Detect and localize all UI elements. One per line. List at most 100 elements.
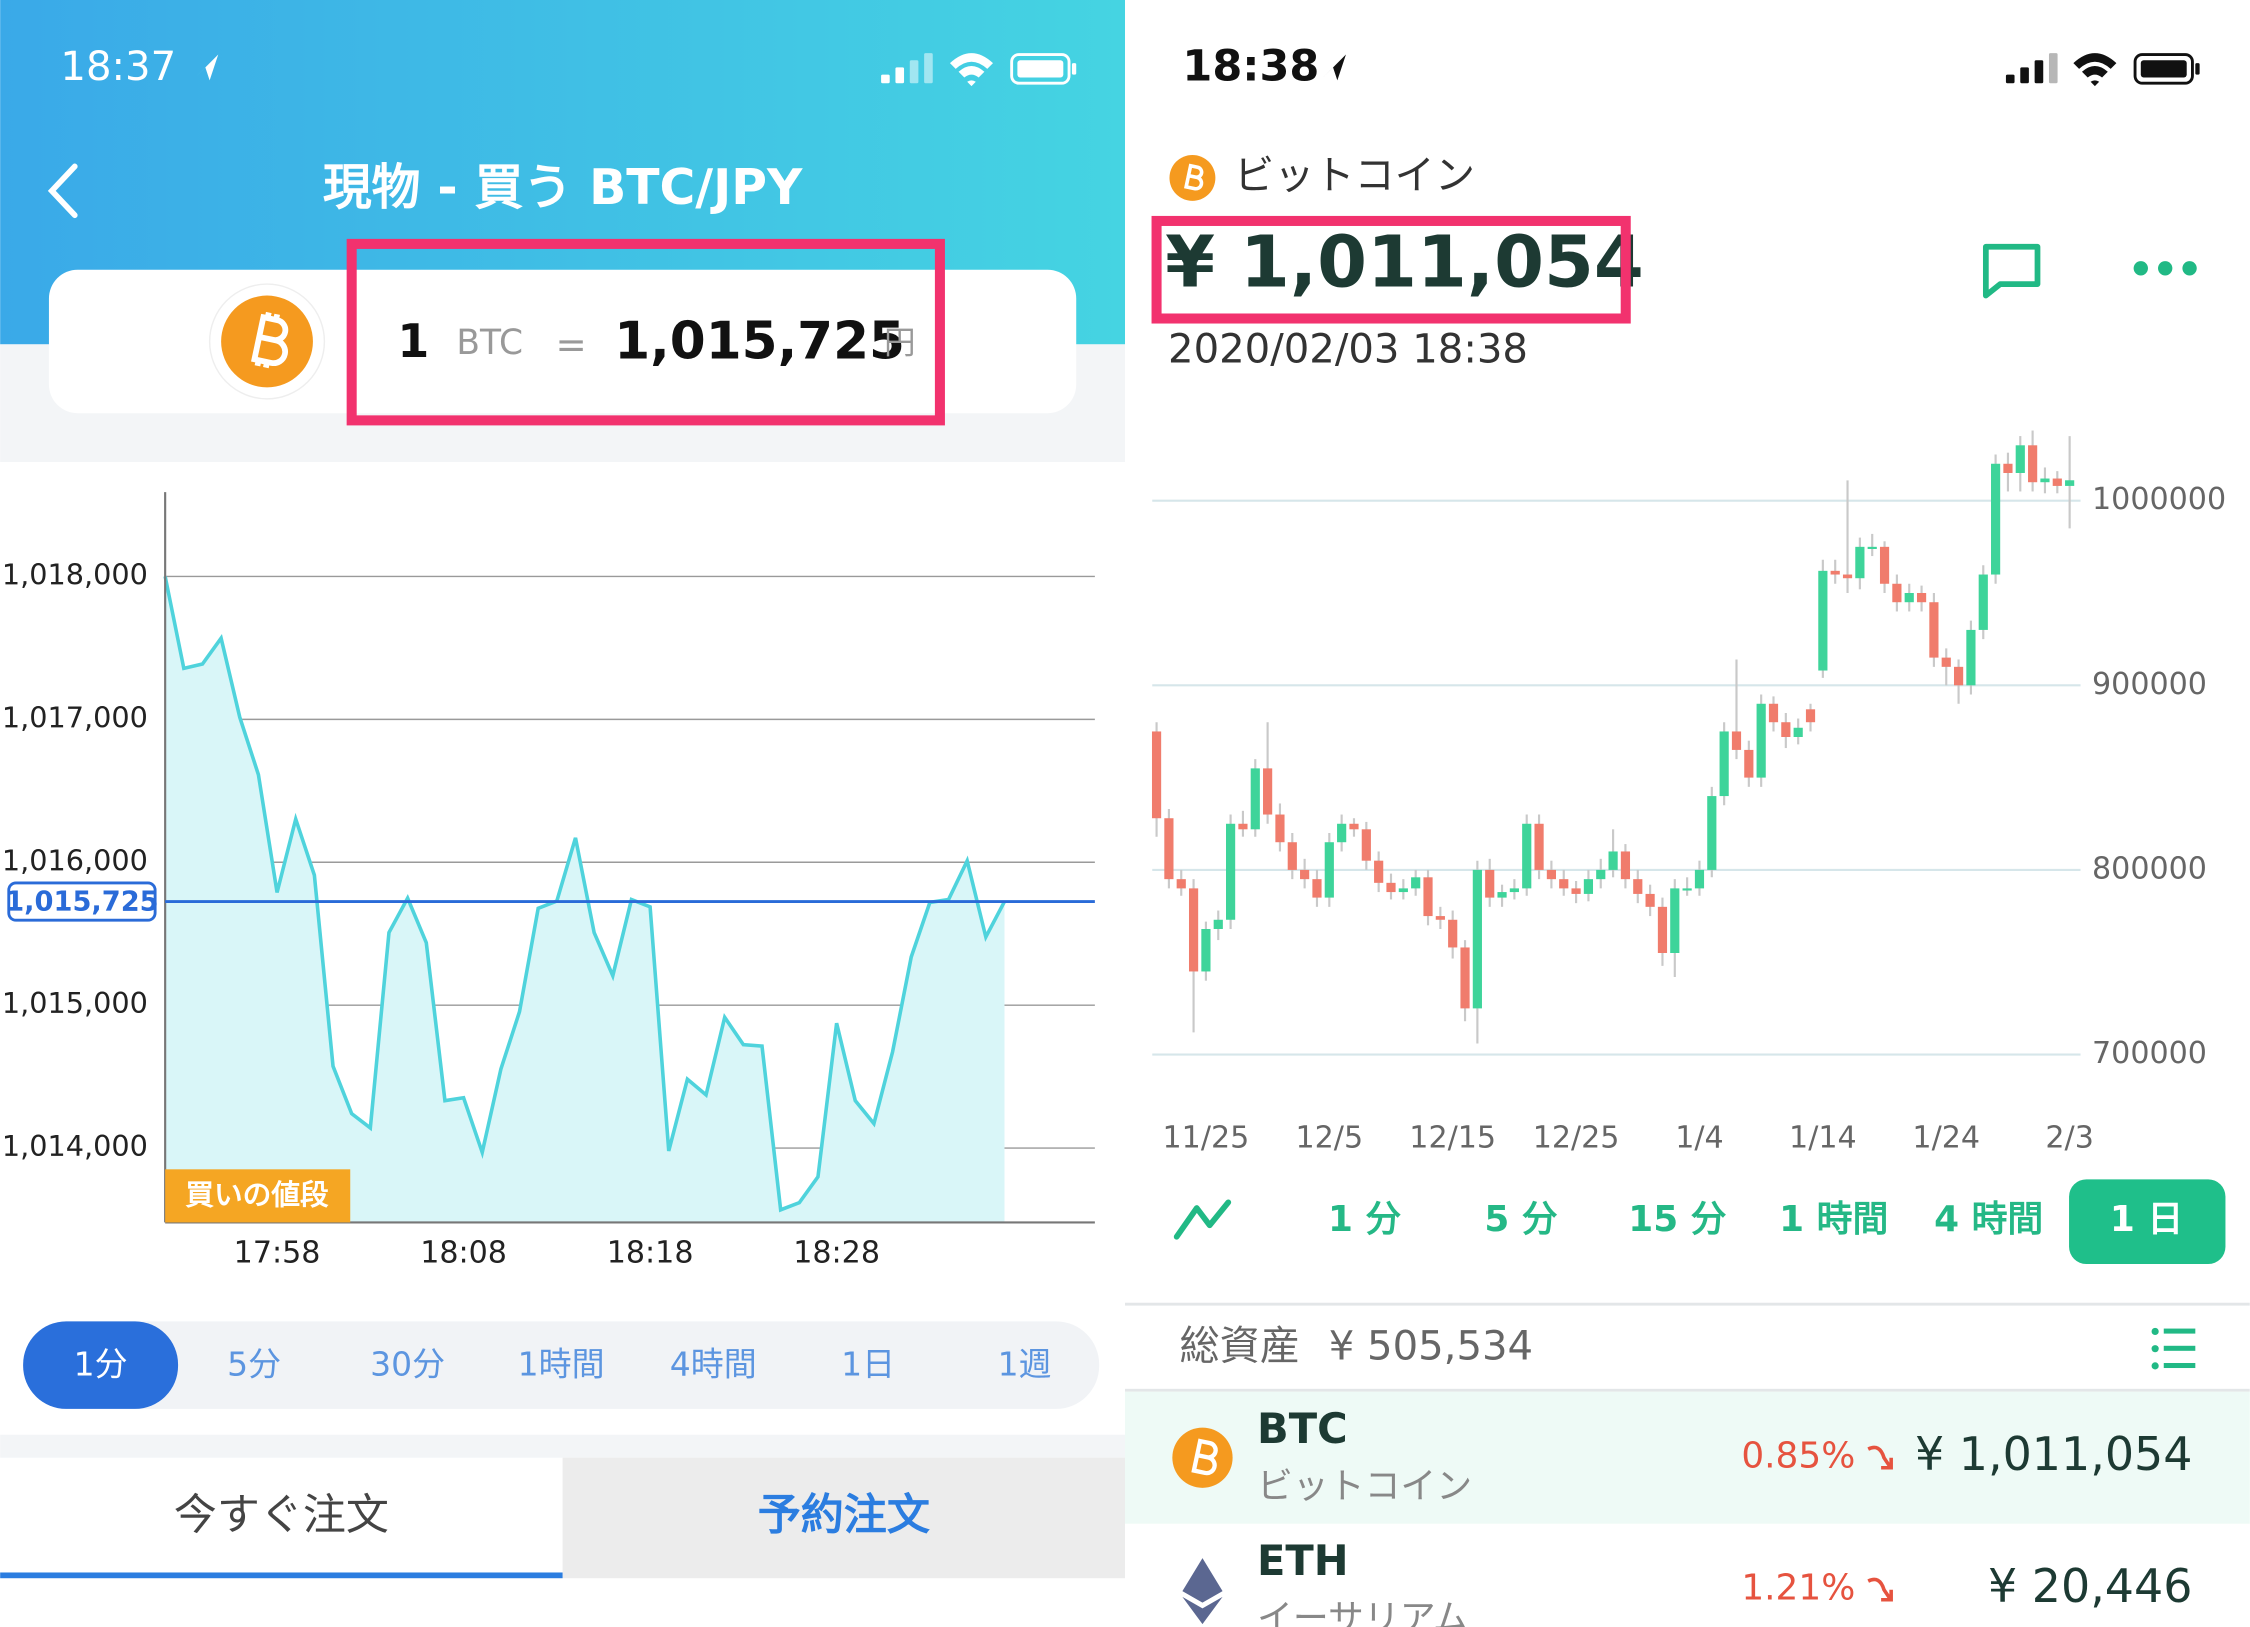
candle-body <box>1879 546 1890 584</box>
y-tick-label: 1,016,000 <box>2 843 148 877</box>
candlestick-chart: 700000 800000 900000 1000000 11/25 12/5 12/15 1… <box>1151 430 2226 1156</box>
x-tick-label: 18:18 <box>607 1235 694 1270</box>
comment-button[interactable] <box>1982 243 2041 299</box>
candle-body <box>1324 842 1334 898</box>
candle-body <box>1176 879 1186 889</box>
candle-body <box>1485 869 1495 898</box>
status-time: 18:37 <box>60 44 176 90</box>
btc-glyph <box>1191 1438 1218 1476</box>
asset-symbol: BTC <box>1257 1404 1348 1453</box>
interval-tab[interactable]: 1日 <box>841 1344 895 1383</box>
candle-body <box>1978 574 1988 630</box>
price: ¥ 1,011,054 <box>1165 219 1644 303</box>
tab-underline <box>0 1572 563 1579</box>
interval-tab[interactable]: 5分 <box>227 1344 281 1383</box>
rate-unit: BTC <box>456 323 523 363</box>
candle-body <box>1509 888 1519 893</box>
back-button[interactable] <box>47 163 78 219</box>
candle-body <box>2040 478 2050 483</box>
more-button[interactable] <box>2133 261 2197 276</box>
candle-body <box>1694 869 1705 889</box>
x-tick-label: 1/24 <box>1912 1121 1980 1156</box>
current-price-label: 1,015,725 <box>5 886 158 917</box>
interval-tab[interactable]: 4 時間 <box>1934 1199 2043 1240</box>
rate-price: 1,015,725 <box>614 311 905 371</box>
candle-body <box>1287 842 1297 870</box>
candle-body <box>1361 829 1371 861</box>
status-icons <box>881 53 1077 87</box>
candle-body <box>1768 703 1779 723</box>
candle-body <box>1151 731 1162 819</box>
left-screen: 18:37 現物 - 買う BTC/JPY 1 BTC = 1,015,725 … <box>0 0 1125 1579</box>
candle-body <box>1349 823 1359 830</box>
candle-body <box>1559 879 1569 889</box>
candle-body <box>1583 879 1594 894</box>
candle-body <box>1719 731 1729 797</box>
candle-body <box>1300 869 1310 880</box>
candle-body <box>1497 892 1507 898</box>
right-screen: 18:38 ビットコイン ¥ 1,011,054 2020/02/03 18:3… <box>1125 0 2250 1627</box>
candle-body <box>1867 546 1877 549</box>
interval-tab[interactable]: 1 日 <box>2110 1199 2183 1240</box>
candle-body <box>1966 629 1976 686</box>
candle-body <box>2003 463 2013 473</box>
candle-body <box>1546 869 1556 880</box>
btc-glyph <box>251 311 289 369</box>
x-tick-label: 12/5 <box>1295 1121 1363 1156</box>
area <box>165 576 1005 1223</box>
candle-body <box>1707 796 1717 870</box>
candle-body <box>1596 869 1606 880</box>
interval-bar <box>23 1321 1100 1409</box>
candle-body <box>1188 888 1199 972</box>
y-tick-label: 900000 <box>2092 667 2207 702</box>
interval-tab[interactable]: 15 分 <box>1628 1199 1726 1240</box>
order-tab[interactable]: 予約注文 <box>758 1490 930 1540</box>
rate-amount: 1 <box>397 314 429 368</box>
order-tab[interactable]: 今すぐ注文 <box>174 1490 389 1540</box>
candle-body <box>1781 722 1791 737</box>
interval-tab[interactable]: 1 時間 <box>1779 1199 1888 1240</box>
candle-body <box>1275 814 1285 843</box>
y-tick-label: 1,018,000 <box>2 557 148 591</box>
candle-body <box>1916 592 1927 603</box>
asset-change: 1.21% <box>1741 1568 1855 1609</box>
status-icons <box>2005 53 2200 87</box>
x-tick-label: 18:28 <box>793 1235 880 1270</box>
asset-list: BTC ビットコイン 0.85% ¥ 1,011,054 ETH イーサリアム 1.21% ¥… <box>1125 1391 2250 1627</box>
interval-tab[interactable]: 1週 <box>998 1344 1052 1383</box>
candle-body <box>1731 731 1742 750</box>
price-tag-bg <box>165 1169 351 1223</box>
candle-body <box>1645 893 1655 907</box>
candle-body <box>1337 823 1347 843</box>
interval-tab[interactable]: 1 分 <box>1328 1199 1401 1240</box>
highlight-box <box>1151 215 1631 324</box>
candle-body <box>1213 919 1223 929</box>
line-mode-button[interactable] <box>1173 1199 1232 1240</box>
candle-body <box>1953 666 1964 686</box>
x-tick-label: 1/14 <box>1789 1121 1857 1156</box>
candle-body <box>1744 749 1754 778</box>
page-title: 現物 - 買う BTC/JPY <box>323 159 803 216</box>
candle-body <box>1435 916 1445 920</box>
candle-body <box>1534 823 1544 870</box>
candle-body <box>1250 768 1260 830</box>
interval-tab[interactable]: 30分 <box>370 1344 445 1383</box>
candle-body <box>1571 888 1581 894</box>
asset-name: イーサリアム <box>1257 1598 1469 1627</box>
interval-tab[interactable]: 1分 <box>74 1344 128 1383</box>
y-tick-label: 700000 <box>2092 1036 2207 1071</box>
candle-body <box>1830 570 1840 575</box>
candle-body <box>1670 888 1680 953</box>
status-time: 18:38 <box>1182 41 1319 91</box>
candle-body <box>2028 445 2038 483</box>
interval-selected <box>2069 1179 2226 1265</box>
highlight-box <box>346 238 945 426</box>
y-tick-label: 1,017,000 <box>2 700 148 734</box>
interval-tab[interactable]: 5 分 <box>1484 1199 1557 1240</box>
x-tick-label: 2/3 <box>2045 1121 2093 1156</box>
candle-body <box>1201 928 1211 972</box>
interval-tab[interactable]: 4時間 <box>670 1344 757 1383</box>
interval-tab[interactable]: 1時間 <box>518 1344 605 1383</box>
list-button[interactable] <box>2151 1327 2196 1370</box>
